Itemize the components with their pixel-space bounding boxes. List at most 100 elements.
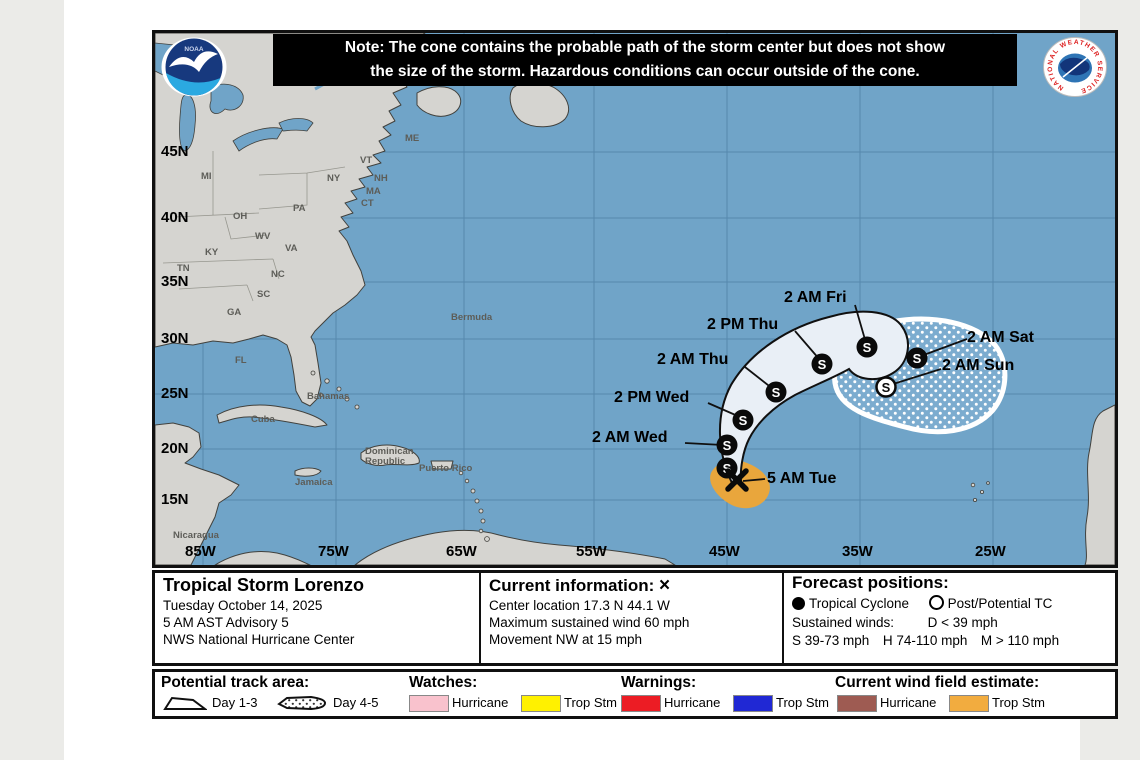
point-fri-2am: S bbox=[856, 336, 878, 358]
warnings-title: Warnings: bbox=[621, 674, 697, 691]
day13-cone-icon bbox=[163, 696, 207, 710]
lat-label-25n: 25N bbox=[161, 385, 189, 402]
wind-category-h: H 74-110 mph bbox=[882, 633, 968, 648]
geo-label-bahamas: Bahamas bbox=[307, 391, 350, 402]
svg-text:S: S bbox=[913, 351, 922, 366]
sustained-winds-label: Sustained winds: bbox=[792, 615, 895, 630]
point-wed-2pm: S bbox=[732, 409, 754, 431]
lat-label-35n: 35N bbox=[161, 273, 189, 290]
geo-label-ky: KY bbox=[205, 247, 219, 258]
hurricane-watch-label: Hurricane bbox=[452, 695, 509, 710]
hurricane-watch-swatch bbox=[409, 695, 449, 712]
time-label-2am-fri: 2 AM Fri bbox=[784, 289, 847, 306]
hurricane-warning-swatch bbox=[621, 695, 661, 712]
max-sustained-wind: Maximum sustained wind 60 mph bbox=[489, 615, 690, 630]
info-divider-2 bbox=[782, 573, 784, 663]
time-label-2am-thu: 2 AM Thu bbox=[657, 351, 729, 368]
post-potential-tc-label: Post/Potential TC bbox=[947, 596, 1053, 611]
time-label-2am-sun: 2 AM Sun bbox=[942, 357, 1015, 374]
forecast-positions-title: Forecast positions: bbox=[792, 573, 949, 592]
page-background: S S S S S S S S Note: The cone contains … bbox=[64, 0, 1118, 760]
advisory-number: 5 AM AST Advisory 5 bbox=[163, 615, 289, 630]
panama-colombia bbox=[214, 551, 311, 565]
day45-stipple-icon bbox=[277, 695, 327, 711]
wind-category-m: M > 110 mph bbox=[980, 633, 1060, 648]
geo-label-me: ME bbox=[405, 133, 420, 144]
geo-label-ga: GA bbox=[227, 307, 242, 318]
geo-label-nicaragua: Nicaragua bbox=[173, 530, 219, 541]
trop-stm-watch-label: Trop Stm bbox=[564, 695, 617, 710]
lat-label-20n: 20N bbox=[161, 440, 189, 457]
landmasses bbox=[155, 33, 1115, 565]
geo-label-mi: MI bbox=[201, 171, 212, 182]
point-wed-2am: S bbox=[716, 434, 738, 456]
geo-label-bermuda: Bermuda bbox=[451, 312, 493, 323]
geo-label-sc: SC bbox=[257, 289, 271, 300]
note-line1: Note: The cone contains the probable pat… bbox=[344, 38, 946, 56]
geo-label-puerto-rico: Puerto Rico bbox=[419, 463, 473, 474]
time-label-2am-wed: 2 AM Wed bbox=[592, 429, 668, 446]
legend-panel: Potential track area: Day 1-3 Day 4-5 Wa… bbox=[152, 669, 1118, 719]
noaa-gull-icon bbox=[169, 51, 218, 72]
lat-label-45n: 45N bbox=[161, 143, 189, 160]
potential-track-area-title: Potential track area: bbox=[161, 674, 310, 691]
geo-label-pa: PA bbox=[293, 203, 306, 214]
point-sat-2am: S bbox=[906, 347, 928, 369]
lon-label-75w: 75W bbox=[318, 543, 349, 560]
wind-category-d: D < 39 mph bbox=[927, 615, 998, 630]
lon-label-85w: 85W bbox=[185, 543, 216, 560]
nova-scotia bbox=[416, 86, 462, 117]
center-location: Center location 17.3 N 44.1 W bbox=[489, 598, 670, 613]
time-label-2am-sat: 2 AM Sat bbox=[967, 329, 1034, 346]
geo-label-ct: CT bbox=[361, 198, 374, 209]
advisory-date: Tuesday October 14, 2025 bbox=[163, 598, 323, 613]
lon-label-65w: 65W bbox=[446, 543, 477, 560]
lat-label-30n: 30N bbox=[161, 330, 189, 347]
svg-text:S: S bbox=[818, 357, 827, 372]
nws-logo: NATIONAL WEATHER SERVICE bbox=[1043, 37, 1107, 97]
geo-label-cuba: Cuba bbox=[251, 414, 275, 425]
storm-name-title: Tropical Storm Lorenzo bbox=[163, 575, 365, 595]
lon-label-35w: 35W bbox=[842, 543, 873, 560]
svg-text:S: S bbox=[882, 380, 891, 395]
puerto-rico bbox=[430, 460, 454, 470]
post-potential-tc-circle-icon bbox=[928, 595, 944, 610]
svg-text:S: S bbox=[863, 340, 872, 355]
geo-label-ma: MA bbox=[366, 186, 381, 197]
noaa-logo: NOAA bbox=[161, 37, 227, 97]
wind-field-estimate-title: Current wind field estimate: bbox=[835, 674, 1040, 691]
trop-stm-watch-swatch bbox=[521, 695, 561, 712]
cone-note-banner: Note: The cone contains the probable pat… bbox=[273, 34, 1017, 86]
lon-label-45w: 45W bbox=[709, 543, 740, 560]
trop-stm-warning-swatch bbox=[733, 695, 773, 712]
tropical-cyclone-dot-icon bbox=[792, 597, 805, 610]
geo-label-dominican-republic: Dominican Republic bbox=[365, 446, 414, 467]
geo-label-tn: TN bbox=[177, 263, 190, 274]
center-x-glyph: × bbox=[659, 575, 671, 596]
day13-label: Day 1-3 bbox=[212, 695, 258, 710]
svg-text:S: S bbox=[723, 438, 732, 453]
small-islands bbox=[310, 370, 990, 542]
forecast-cone-map: S S S S S S S S Note: The cone contains … bbox=[152, 30, 1118, 568]
cuba bbox=[216, 404, 328, 428]
movement: Movement NW at 15 mph bbox=[489, 632, 643, 647]
jamaica bbox=[294, 467, 322, 477]
geo-label-va: VA bbox=[285, 243, 298, 254]
geo-label-nc: NC bbox=[271, 269, 285, 280]
point-sun-2am-open: S bbox=[875, 376, 897, 398]
trop-stm-warning-label: Trop Stm bbox=[776, 695, 829, 710]
hurricane-wind-field-swatch bbox=[837, 695, 877, 712]
forecast-symbols-row: Tropical Cyclone Post/Potential TC bbox=[792, 595, 1052, 611]
day45-label: Day 4-5 bbox=[333, 695, 379, 710]
wind-categories-row: S 39-73 mph H 74-110 mph M > 110 mph bbox=[792, 633, 1059, 648]
tropical-cyclone-label: Tropical Cyclone bbox=[809, 596, 910, 611]
current-info-title: Current information: × bbox=[489, 575, 671, 596]
issuing-agency: NWS National Hurricane Center bbox=[163, 632, 355, 647]
lon-label-55w: 55W bbox=[576, 543, 607, 560]
noaa-logo-text: NOAA bbox=[184, 46, 203, 53]
time-label-2pm-wed: 2 PM Wed bbox=[614, 389, 690, 406]
geo-label-fl: FL bbox=[235, 355, 247, 366]
hurricane-wind-field-label: Hurricane bbox=[880, 695, 937, 710]
geo-label-vt: VT bbox=[360, 155, 373, 166]
trop-stm-wind-field-swatch bbox=[949, 695, 989, 712]
